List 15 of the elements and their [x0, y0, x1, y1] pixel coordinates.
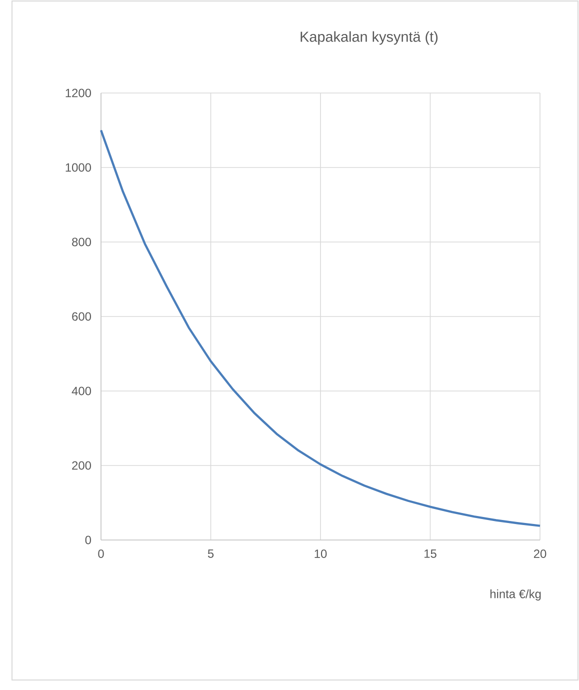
- x-tick-label: 0: [98, 550, 104, 558]
- x-tick-label: 10: [314, 550, 327, 558]
- y-tick-label: 200: [72, 461, 92, 470]
- x-axis-title: hinta €/kg: [490, 589, 541, 601]
- x-tick-label: 20: [534, 550, 546, 558]
- x-tick-label: 15: [424, 550, 436, 558]
- chart-title: Kapakalan kysyntä (t): [300, 31, 438, 45]
- x-tick-label: 5: [208, 550, 214, 558]
- y-tick-label: 0: [85, 536, 92, 544]
- y-tick-label: 1200: [66, 88, 92, 98]
- y-tick-label: 1000: [66, 163, 92, 172]
- line-series: [100, 129, 542, 527]
- y-tick-label: 800: [72, 238, 92, 246]
- y-tick-label: 600: [72, 312, 92, 321]
- y-tick-label: 400: [72, 386, 92, 396]
